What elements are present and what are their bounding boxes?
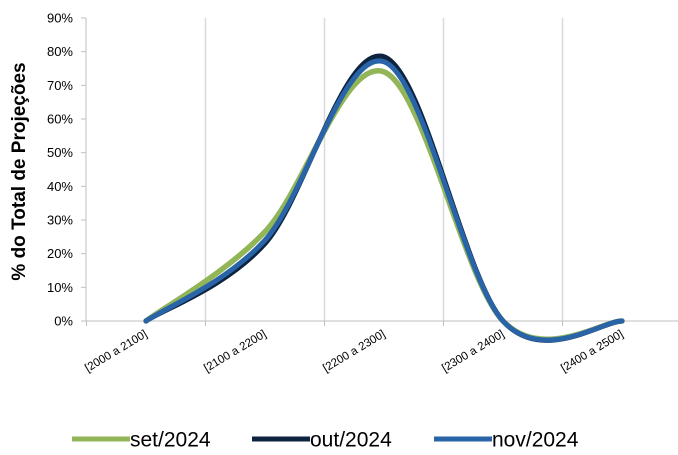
y-tick-label: 60% <box>47 112 73 127</box>
legend: set/2024 out/2024 nov/2024 <box>72 429 579 452</box>
y-tick-label: 10% <box>47 280 73 295</box>
y-axis-title: % do Total de Projeções <box>9 62 30 280</box>
y-tick-label: 50% <box>47 145 73 160</box>
series-line-nov-2024 <box>143 58 625 343</box>
series-line-out-2024 <box>143 53 625 343</box>
y-tick-label: 90% <box>47 11 73 26</box>
y-tick-label: 30% <box>47 213 73 228</box>
y-tick-label: 20% <box>47 246 73 261</box>
series-line-set-2024 <box>143 68 625 342</box>
legend-label: out/2024 <box>310 429 392 451</box>
x-tick-label: [2200 a 2300] <box>321 328 387 375</box>
x-tick-label: [2100 a 2200] <box>202 328 268 375</box>
x-tick-label: [2000 a 2100] <box>83 328 149 375</box>
legend-label: set/2024 <box>130 429 211 451</box>
x-tick-label: [2300 a 2400] <box>440 328 506 375</box>
series-layer <box>143 53 625 343</box>
y-tick-label: 0% <box>54 314 73 329</box>
grid-layer <box>204 18 564 321</box>
y-tick-label: 40% <box>47 179 73 194</box>
y-tick-label: 70% <box>47 78 73 93</box>
legend-label: nov/2024 <box>492 429 579 451</box>
y-tick-label: 80% <box>47 44 73 59</box>
